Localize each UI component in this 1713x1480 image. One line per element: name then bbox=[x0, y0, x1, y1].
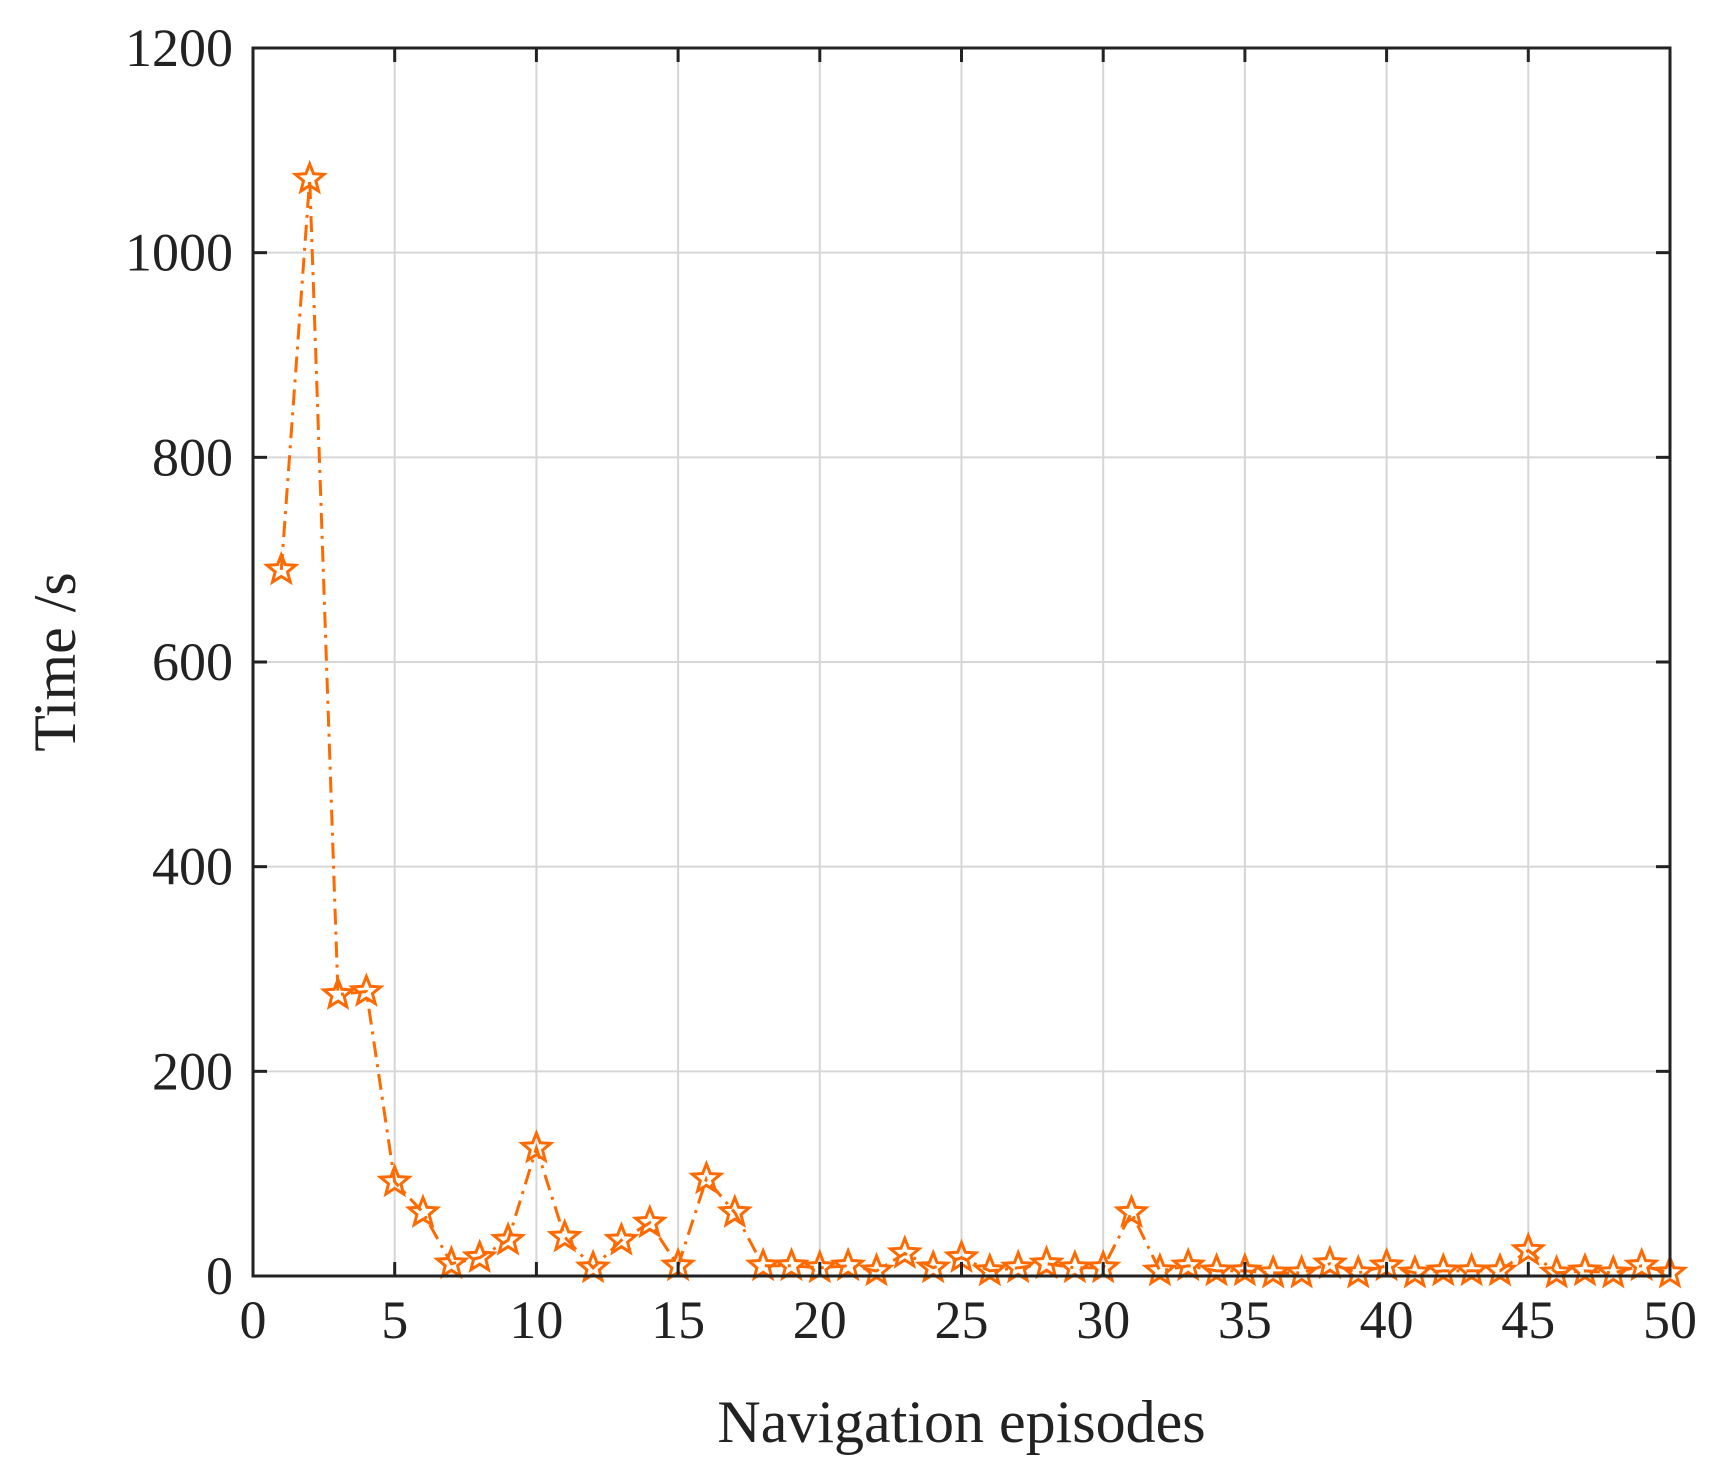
data-point-star bbox=[688, 1159, 725, 1195]
data-point-star bbox=[546, 1217, 583, 1253]
y-tick-label: 1000 bbox=[125, 223, 233, 283]
data-point-star bbox=[1255, 1253, 1292, 1289]
y-tick-label: 600 bbox=[152, 632, 233, 692]
data-point-star bbox=[745, 1246, 782, 1282]
data-point-star bbox=[461, 1238, 498, 1274]
data-point-star bbox=[574, 1248, 612, 1284]
y-tick-labels: 0 200 400 600 800 1000 1200 bbox=[125, 18, 233, 1306]
data-point-star bbox=[518, 1128, 555, 1164]
data-point-star bbox=[1113, 1193, 1150, 1229]
y-tick-label: 200 bbox=[152, 1041, 233, 1101]
data-point-star bbox=[830, 1246, 867, 1282]
data-point-star bbox=[1396, 1253, 1434, 1289]
data-point-star bbox=[716, 1193, 753, 1229]
x-tick-label: 20 bbox=[793, 1290, 847, 1350]
data-point-star bbox=[291, 159, 328, 195]
data-point-star bbox=[263, 550, 300, 586]
x-tick-label: 45 bbox=[1501, 1290, 1555, 1350]
data-point-star bbox=[1311, 1244, 1349, 1280]
x-tick-label: 40 bbox=[1360, 1290, 1414, 1350]
data-point-star bbox=[433, 1244, 470, 1280]
series-polyline bbox=[279, 178, 1671, 1275]
x-tick-label: 15 bbox=[651, 1290, 705, 1350]
data-point-star bbox=[1623, 1246, 1660, 1282]
data-point-star bbox=[603, 1221, 640, 1256]
data-point-star bbox=[773, 1246, 810, 1282]
data-point-star bbox=[319, 975, 357, 1011]
data-point-star bbox=[1510, 1231, 1547, 1266]
data-point-star bbox=[1538, 1253, 1575, 1289]
grid-lines bbox=[252, 47, 1671, 1277]
data-point-star bbox=[489, 1221, 527, 1256]
data-point-star bbox=[1170, 1246, 1207, 1282]
x-tick-label: 10 bbox=[509, 1290, 563, 1350]
data-point-star bbox=[1141, 1251, 1178, 1287]
data-point-star bbox=[1595, 1253, 1632, 1289]
axis-ticks bbox=[251, 46, 1672, 1278]
series-line bbox=[279, 178, 1671, 1275]
x-tick-label: 5 bbox=[381, 1290, 408, 1350]
y-tick-label: 0 bbox=[206, 1246, 233, 1306]
data-point-star bbox=[1651, 1253, 1689, 1289]
y-tick-label: 400 bbox=[152, 837, 233, 897]
data-point-star bbox=[886, 1234, 924, 1269]
data-point-star bbox=[1340, 1253, 1377, 1289]
data-point-star bbox=[1283, 1253, 1320, 1289]
data-point-star bbox=[376, 1162, 413, 1198]
y-tick-label: 800 bbox=[152, 427, 233, 487]
x-tick-label: 50 bbox=[1643, 1290, 1697, 1350]
data-point-star bbox=[1056, 1248, 1094, 1284]
x-tick-label: 25 bbox=[935, 1290, 989, 1350]
x-tick-labels: 0 5 10 15 20 25 30 35 40 45 50 bbox=[240, 1290, 1698, 1350]
x-axis-label: Navigation episodes bbox=[717, 1389, 1205, 1455]
y-tick-label: 1200 bbox=[125, 18, 233, 78]
x-tick-label: 35 bbox=[1218, 1290, 1272, 1350]
y-axis-label: Time /s bbox=[22, 572, 88, 752]
data-point-star bbox=[404, 1193, 442, 1229]
x-tick-label: 0 bbox=[240, 1290, 267, 1350]
x-tick-label: 30 bbox=[1076, 1290, 1130, 1350]
data-point-star bbox=[999, 1248, 1037, 1284]
data-point-star bbox=[914, 1248, 952, 1284]
data-point-star bbox=[631, 1203, 668, 1239]
series-markers bbox=[263, 159, 1689, 1289]
data-point-star bbox=[1028, 1244, 1065, 1280]
data-point-star bbox=[348, 972, 385, 1007]
